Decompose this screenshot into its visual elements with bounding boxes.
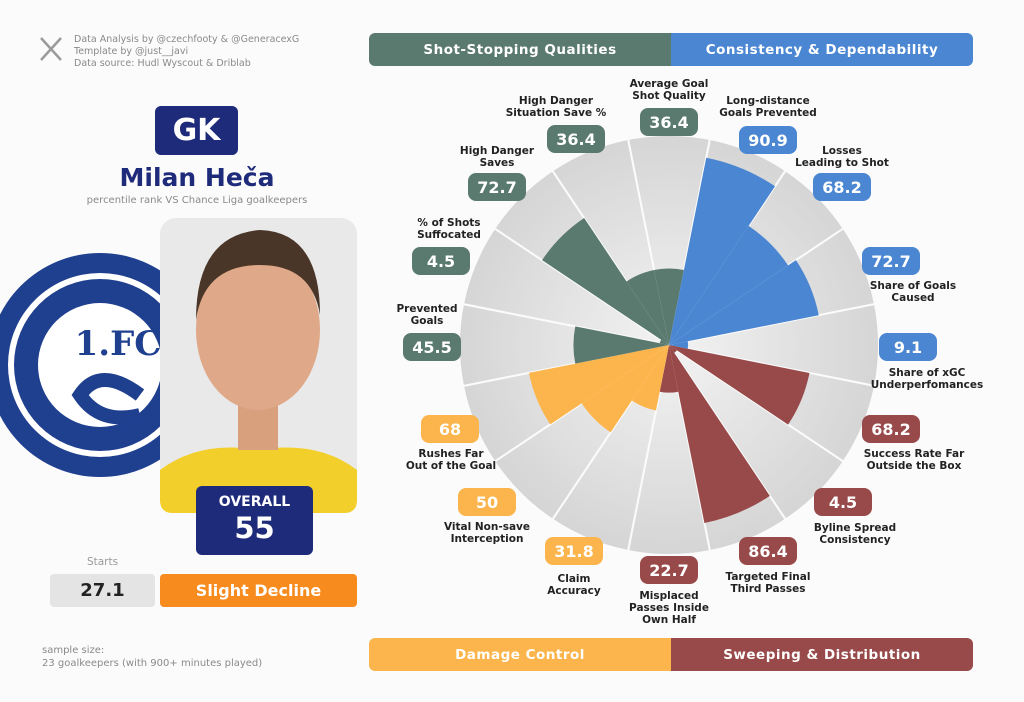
sample-label: sample size:: [42, 645, 105, 656]
value-label: 36.4: [640, 108, 698, 136]
slice: [669, 345, 770, 523]
category-label: High Danger Situation Save %: [505, 95, 607, 119]
starts-label: Starts: [86, 556, 119, 568]
credit-line: Data Analysis by @czechfooty & @Generace…: [74, 34, 300, 45]
credit-line: Template by @just__javi: [74, 46, 189, 57]
category-label: Success Rate Far Outside the Box: [863, 448, 965, 472]
group-header: Sweeping & Distribution: [671, 638, 973, 671]
overall-value: 55: [234, 511, 275, 545]
category-label: Share of Goals Caused: [869, 280, 957, 304]
slice: [654, 268, 684, 345]
slice: [659, 345, 679, 393]
overall-box: [196, 486, 313, 555]
slice: [659, 339, 669, 345]
category-label: Targeted Final Third Passes: [725, 571, 811, 595]
overall-label: OVERALL: [218, 494, 291, 510]
value-label: 50: [458, 488, 516, 516]
category-label: Losses Leading to Shot: [795, 145, 889, 169]
category-label: Claim Accuracy: [547, 573, 601, 597]
category-label: Byline Spread Consistency: [813, 522, 897, 546]
value-label: 68.2: [813, 173, 871, 201]
slice: [626, 270, 669, 345]
slice: [669, 341, 689, 349]
club-crest: 1.FC: [0, 253, 162, 477]
slice: [631, 345, 669, 411]
value-label: 45.5: [403, 333, 461, 361]
slice: [669, 345, 677, 353]
value-label: 72.7: [862, 247, 920, 275]
slice: [542, 218, 669, 345]
position-badge: GK: [155, 106, 238, 155]
value-label: 4.5: [814, 488, 872, 516]
subtitle: percentile rank VS Chance Liga goalkeepe…: [86, 195, 308, 206]
slice: [669, 260, 819, 345]
pizza-chart: [458, 134, 880, 556]
value-label: 4.5: [412, 247, 470, 275]
slice: [528, 345, 669, 425]
trend-badge: Slight Decline: [160, 574, 357, 607]
slice: [573, 326, 669, 364]
value-label: 9.1: [879, 333, 937, 361]
category-label: Long-distance Goals Prevented: [719, 95, 817, 119]
starts-value: 27.1: [50, 574, 155, 607]
category-label: Rushes Far Out of the Goal: [405, 448, 497, 472]
slice: [581, 345, 669, 433]
x-logo: [40, 37, 62, 61]
value-label: 68.2: [862, 415, 920, 443]
value-label: 86.4: [739, 537, 797, 565]
value-label: 31.8: [545, 537, 603, 565]
category-label: High Danger Saves: [459, 145, 535, 169]
category-label: Prevented Goals: [396, 303, 458, 327]
value-label: 22.7: [640, 556, 698, 584]
value-label: 90.9: [739, 126, 797, 154]
category-label: Share of xGC Underperfomances: [870, 367, 984, 391]
group-header: Shot-Stopping Qualities: [369, 33, 671, 66]
value-label: 72.7: [468, 173, 526, 201]
credit-line: Data source: Hudl Wyscout & Driblab: [74, 58, 251, 69]
player-name: Milan Heča: [119, 163, 275, 192]
category-label: Misplaced Passes Inside Own Half: [629, 590, 709, 626]
crest-text: 1.FC: [75, 324, 162, 364]
slice: [669, 345, 810, 425]
group-header: Damage Control: [369, 638, 671, 671]
value-label: 36.4: [547, 125, 605, 153]
group-header: Consistency & Dependability: [671, 33, 973, 66]
category-label: Average Goal Shot Quality: [629, 78, 709, 102]
category-label: % of Shots Suffocated: [417, 217, 481, 241]
slice: [669, 157, 776, 345]
value-label: 68: [421, 415, 479, 443]
category-label: Vital Non-save Interception: [443, 521, 531, 545]
sample-text: 23 goalkeepers (with 900+ minutes played…: [42, 658, 263, 669]
slice: [669, 225, 789, 345]
